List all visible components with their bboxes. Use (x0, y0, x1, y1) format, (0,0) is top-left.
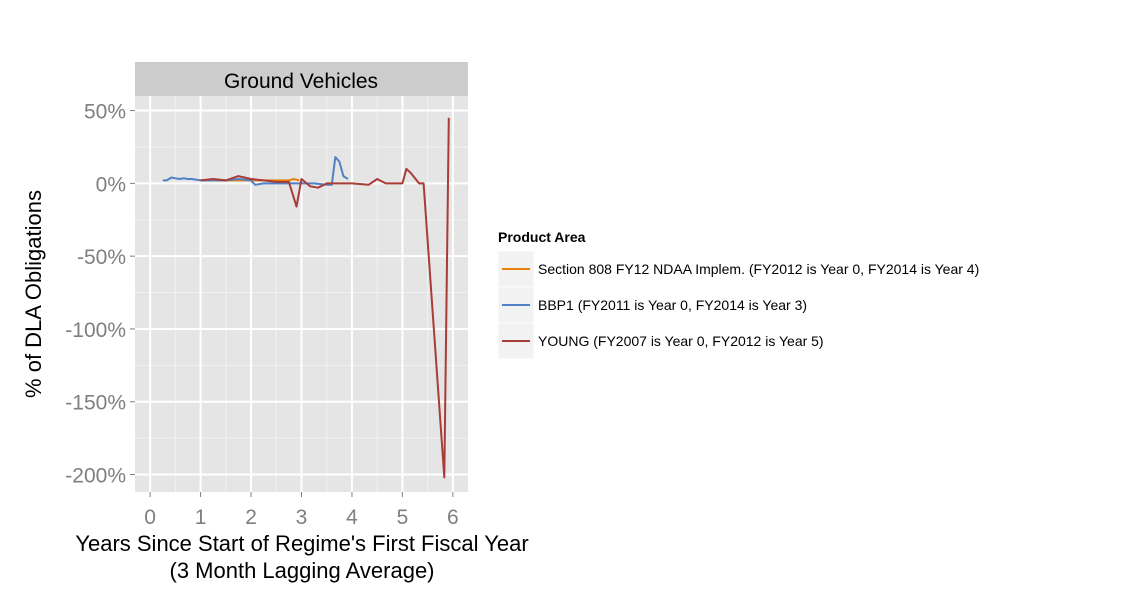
y-axis: 50% 0% -50% -100% -150% -200% (65, 101, 135, 488)
series-line-2 (162, 156, 349, 186)
x-tick-label: 0 (144, 506, 156, 529)
x-axis: 0 1 2 3 4 5 6 (144, 492, 459, 529)
x-axis-title-line2: (3 Month Lagging Average) (170, 558, 435, 583)
legend-label: YOUNG (FY2007 is Year 0, FY2012 is Year … (538, 333, 824, 349)
legend-items: Section 808 FY12 NDAA Implem. (FY2012 is… (497, 250, 979, 360)
panel: Ground Vehicles (135, 62, 468, 492)
y-tick-label: -150% (65, 392, 126, 415)
y-tick-label: -100% (65, 319, 126, 342)
y-tick-label: 50% (84, 101, 126, 124)
x-tick-label: 4 (346, 506, 358, 529)
legend-label: BBP1 (FY2011 is Year 0, FY2014 is Year 3… (538, 297, 807, 313)
x-tick-label: 1 (195, 506, 207, 529)
y-axis-title: % of DLA Obligations (21, 190, 46, 398)
y-tick-label: -200% (65, 465, 126, 488)
series-lines (162, 117, 450, 479)
x-axis-title-line1: Years Since Start of Regime's First Fisc… (75, 531, 528, 556)
y-tick-label: 0% (96, 173, 126, 196)
legend: Product Area Section 808 FY12 NDAA Imple… (497, 229, 979, 360)
x-tick-label: 2 (245, 506, 257, 529)
x-tick-label: 6 (447, 506, 459, 529)
x-tick-label: 5 (397, 506, 409, 529)
facet-strip (135, 62, 468, 96)
legend-title: Product Area (498, 229, 586, 245)
facet-title: Ground Vehicles (224, 70, 378, 93)
major-gridlines (135, 96, 468, 492)
y-tick-label: -50% (77, 246, 126, 269)
legend-label: Section 808 FY12 NDAA Implem. (FY2012 is… (538, 261, 979, 277)
series-line-3 (200, 117, 450, 479)
x-tick-label: 3 (296, 506, 308, 529)
